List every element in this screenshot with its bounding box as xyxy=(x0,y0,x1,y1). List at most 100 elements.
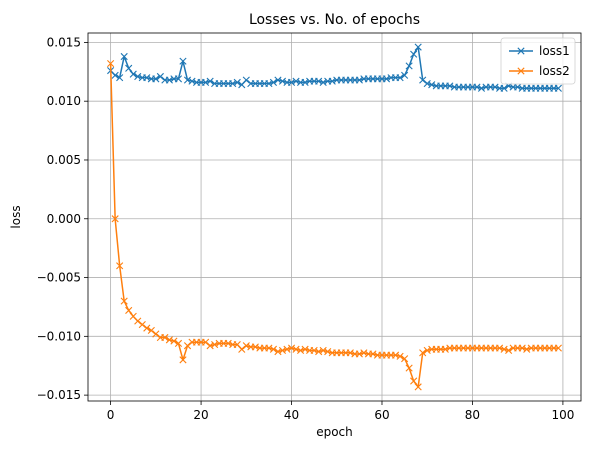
data-point xyxy=(355,350,363,358)
data-point xyxy=(265,79,273,88)
data-point xyxy=(301,78,309,86)
data-point xyxy=(401,71,409,79)
data-point xyxy=(116,74,124,82)
data-point xyxy=(242,76,250,84)
x-tick-label: 40 xyxy=(284,408,299,422)
data-point xyxy=(505,346,513,355)
data-point xyxy=(269,78,278,86)
data-point xyxy=(229,79,237,88)
data-point xyxy=(405,364,413,372)
data-point xyxy=(143,74,151,82)
data-point xyxy=(287,78,296,86)
y-tick-label: −0.005 xyxy=(37,271,81,285)
data-point xyxy=(152,330,160,338)
data-point xyxy=(202,338,210,346)
data-point xyxy=(274,76,282,84)
data-point xyxy=(328,77,336,85)
data-point xyxy=(292,345,300,353)
data-point xyxy=(206,342,214,350)
x-tick-label: 100 xyxy=(551,408,574,422)
data-point xyxy=(473,83,481,91)
x-tick-label: 60 xyxy=(374,408,389,422)
data-point xyxy=(111,71,119,79)
data-point xyxy=(355,76,363,84)
data-point xyxy=(283,345,291,353)
data-point xyxy=(179,356,187,364)
series-line-loss1 xyxy=(110,46,559,90)
data-point xyxy=(301,345,309,353)
data-point xyxy=(211,340,219,349)
data-point xyxy=(111,215,119,223)
data-point xyxy=(382,75,391,83)
data-point xyxy=(477,84,486,92)
legend-entry-loss1: loss1 xyxy=(509,44,570,58)
data-point xyxy=(274,348,282,356)
data-point xyxy=(170,337,178,345)
plot-frame xyxy=(87,32,582,402)
data-point xyxy=(428,81,436,89)
y-tick-label: 0.005 xyxy=(47,153,81,167)
x-tick-label: 0 xyxy=(107,408,115,422)
data-point xyxy=(414,383,422,391)
data-point xyxy=(296,346,305,355)
data-point xyxy=(523,345,531,353)
x-tick-label: 20 xyxy=(193,408,208,422)
data-point xyxy=(188,77,196,85)
data-point xyxy=(251,343,259,351)
data-point xyxy=(315,77,323,85)
data-point xyxy=(238,345,246,353)
data-point xyxy=(156,72,164,81)
y-tick-label: −0.015 xyxy=(37,388,81,402)
data-point xyxy=(287,344,296,352)
x-tick-label: 80 xyxy=(465,408,480,422)
data-point xyxy=(116,262,124,270)
data-point xyxy=(319,346,327,355)
y-tick-label: 0.015 xyxy=(47,35,81,49)
data-point xyxy=(423,346,431,355)
data-point xyxy=(391,351,400,359)
data-point xyxy=(346,349,354,357)
legend-label: loss1 xyxy=(539,44,570,58)
data-point xyxy=(174,339,183,347)
legend-marker xyxy=(517,67,525,75)
data-point xyxy=(165,76,174,84)
data-point xyxy=(423,79,431,88)
y-tick-label: 0.010 xyxy=(47,94,81,108)
data-point xyxy=(179,57,187,65)
data-point xyxy=(410,377,418,385)
data-point xyxy=(491,83,499,91)
legend-marker xyxy=(517,47,525,55)
chart-title: Losses vs. No. of epochs xyxy=(249,12,420,28)
data-point xyxy=(554,84,562,92)
data-point xyxy=(396,352,404,360)
y-tick-label: 0.000 xyxy=(47,212,81,226)
data-point xyxy=(147,326,155,335)
data-point xyxy=(152,75,160,83)
legend-label: loss2 xyxy=(539,64,570,78)
data-point xyxy=(495,344,504,352)
data-point xyxy=(315,348,323,356)
data-point xyxy=(206,77,214,85)
data-point xyxy=(518,344,526,352)
data-point xyxy=(441,345,449,353)
data-point xyxy=(161,333,169,342)
data-point xyxy=(134,72,142,81)
series-layer xyxy=(107,43,562,391)
data-point xyxy=(419,76,427,84)
data-point xyxy=(165,336,174,344)
data-point xyxy=(278,77,287,85)
y-axis-label: loss xyxy=(9,205,23,228)
data-point xyxy=(310,346,318,355)
data-point xyxy=(107,59,115,68)
data-point xyxy=(405,62,413,70)
data-point xyxy=(202,78,210,86)
data-point xyxy=(174,75,183,83)
data-point xyxy=(369,350,377,358)
y-axis-ticks: −0.015 −0.010 −0.005 0.000 0.005 0.010 0.015 xyxy=(37,35,88,402)
data-point xyxy=(125,306,133,315)
data-point xyxy=(500,84,508,92)
data-point xyxy=(138,320,146,329)
data-point xyxy=(514,83,522,91)
